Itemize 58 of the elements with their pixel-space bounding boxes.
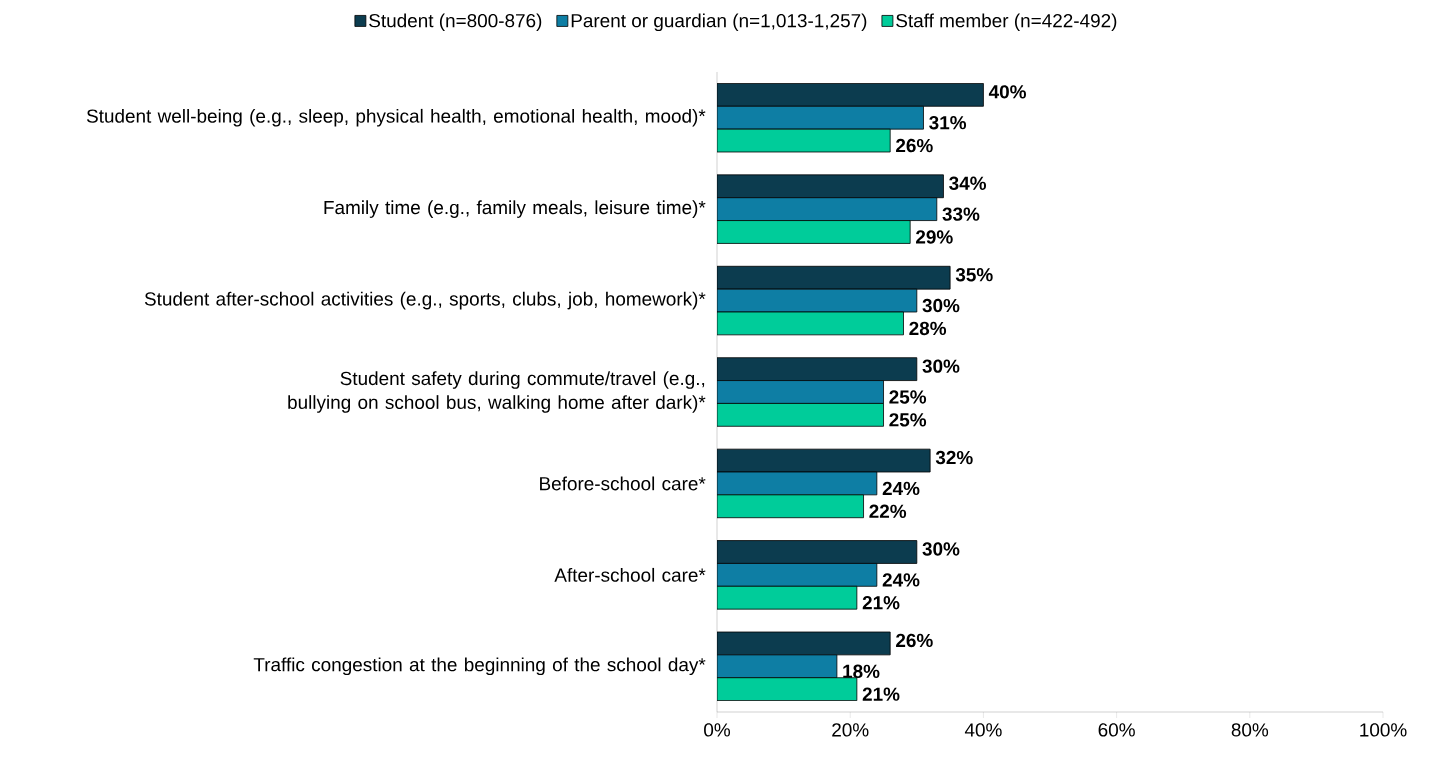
bar [717, 654, 838, 679]
bar [717, 540, 918, 564]
data-label: 34% [949, 176, 987, 190]
data-label: 35% [955, 268, 993, 282]
bar [717, 631, 891, 656]
bar [717, 288, 918, 313]
bar [717, 311, 904, 336]
data-label: 28% [909, 321, 947, 336]
y-tick-label: Before-school care* [540, 476, 706, 491]
bar [717, 563, 878, 587]
y-tick-label: Student safety during commute/travel (e.g., bullying on school bus, walking home after dark)* [288, 371, 706, 413]
bar [717, 220, 911, 244]
data-label: 33% [942, 207, 980, 221]
y-tick-label: Traffic congestion at the beginning of the school day* [253, 657, 706, 676]
data-label: 30% [922, 542, 960, 556]
data-label: 22% [869, 504, 907, 518]
y-tick-label: Student after-school activities (e.g., sports, clubs, job, homework)* [144, 291, 706, 310]
bar [717, 197, 938, 221]
bar [717, 265, 951, 290]
data-label: 18% [843, 664, 880, 678]
data-label: 26% [896, 633, 933, 648]
bar [717, 83, 984, 107]
data-label: 30% [922, 298, 960, 313]
bar [717, 494, 864, 519]
data-label: 24% [882, 573, 920, 587]
x-tick-label: 80% [1231, 723, 1269, 737]
x-tick-label: 60% [1098, 723, 1135, 737]
x-tick-label: 100% [1360, 723, 1407, 737]
legend-label: Staff member (n=422-492) [896, 13, 1117, 32]
y-tick-label: After-school care* [554, 567, 706, 582]
bar [717, 380, 884, 404]
bar [717, 448, 931, 473]
bar [717, 128, 891, 153]
bar [717, 471, 878, 496]
legend-label: Student (n=800-876) [369, 13, 542, 32]
bar [717, 403, 884, 427]
data-label: 24% [882, 481, 920, 496]
data-label: 26% [896, 138, 933, 153]
bar [717, 585, 858, 610]
data-label: 25% [889, 413, 927, 427]
data-label: 30% [922, 359, 960, 373]
x-tick-label: 20% [832, 723, 869, 737]
data-label: 21% [862, 687, 900, 701]
data-label: 21% [862, 596, 900, 610]
bar [717, 105, 924, 130]
legend-label: Parent or guardian (n=1,013-1,257) [571, 13, 867, 32]
x-tick-label: 40% [964, 723, 1002, 737]
bar [717, 174, 944, 199]
y-tick-label: Family time (e.g., family meals, leisure time)* [324, 200, 706, 218]
data-label: 29% [916, 230, 953, 244]
y-tick-label: Student well-being (e.g., sleep, physical health, emotional health, mood)* [86, 108, 706, 127]
data-label: 31% [929, 115, 967, 130]
bar [717, 357, 918, 381]
bar [717, 677, 858, 701]
data-label: 40% [988, 85, 1026, 99]
x-tick-label: 0% [704, 723, 731, 737]
data-label: 32% [935, 450, 973, 465]
data-label: 25% [889, 390, 927, 404]
